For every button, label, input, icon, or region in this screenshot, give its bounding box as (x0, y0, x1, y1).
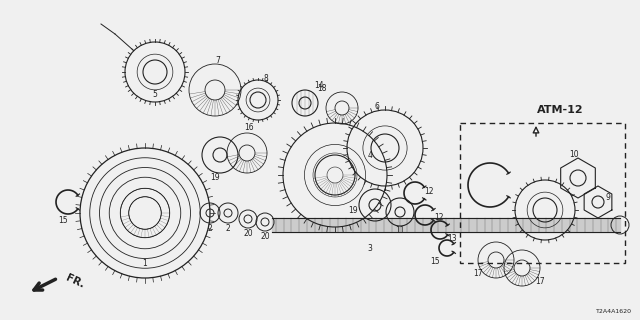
Text: FR.: FR. (64, 272, 86, 290)
Text: 19: 19 (210, 172, 220, 181)
Text: 13: 13 (447, 234, 457, 243)
Text: T2A4A1620: T2A4A1620 (596, 309, 632, 314)
Text: 4: 4 (367, 150, 372, 159)
Text: 2: 2 (226, 223, 230, 233)
Text: 18: 18 (317, 84, 327, 92)
Text: 1: 1 (143, 259, 147, 268)
Text: 12: 12 (424, 187, 434, 196)
Text: 16: 16 (244, 123, 254, 132)
Text: 15: 15 (58, 215, 68, 225)
Text: 6: 6 (374, 101, 380, 110)
Text: 20: 20 (260, 231, 270, 241)
Text: 20: 20 (243, 228, 253, 237)
Text: 2: 2 (207, 223, 212, 233)
Text: 15: 15 (430, 258, 440, 267)
Text: 9: 9 (605, 193, 611, 202)
Text: 17: 17 (535, 277, 545, 286)
Text: 12: 12 (435, 212, 444, 221)
Text: 10: 10 (569, 149, 579, 158)
Text: 11: 11 (396, 226, 404, 235)
Text: 7: 7 (216, 55, 220, 65)
Text: 14: 14 (314, 81, 324, 90)
Text: 17: 17 (473, 269, 483, 278)
Text: 5: 5 (152, 90, 157, 99)
Text: 19: 19 (348, 205, 358, 214)
Text: 8: 8 (264, 74, 268, 83)
Text: 3: 3 (367, 244, 372, 252)
Text: ATM-12: ATM-12 (537, 105, 583, 115)
